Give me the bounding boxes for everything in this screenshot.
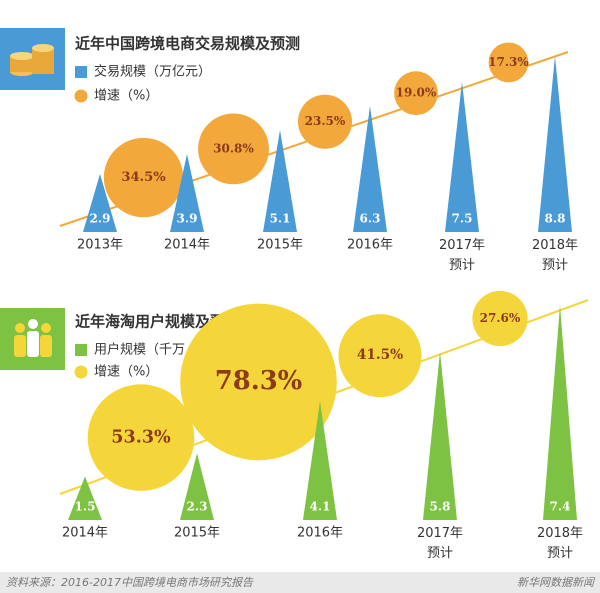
value-label: 6.3 [360,212,381,226]
x-tick-label: 2015年 [257,238,303,253]
legend-label: 用户规模（千万人） [94,342,211,358]
legend-swatch [74,365,88,379]
value-label: 7.4 [550,500,571,514]
triangle-bar [538,56,572,232]
triangle-bar [445,82,479,232]
x-tick-label: 2015年 [174,526,220,541]
x-tick-label: 2017年预计 [439,238,485,273]
value-label: 1.5 [75,500,96,514]
legend-swatch [75,344,87,356]
value-label: 27.6% [480,311,521,325]
growth-bubble [394,71,438,115]
legend-swatch [75,66,87,78]
growth-bubble [180,303,337,461]
x-tick-label: 2014年 [164,238,210,253]
value-label: 7.5 [452,212,473,226]
value-label: 5.8 [430,500,451,514]
chart-title: 近年海淘用户规模及预测 [75,313,240,331]
value-label: 41.5% [357,347,403,363]
value-label: 78.3% [215,366,302,396]
chart-title: 近年中国跨境电商交易规模及预测 [75,35,300,53]
value-label: 5.1 [270,212,291,226]
value-label: 8.8 [545,212,566,226]
footer-source: 资料来源：2016-2017中国跨境电商市场研究报告 [6,576,254,589]
triangle-bar [170,154,204,232]
triangle-bar [303,401,337,520]
triangle-bar [353,106,387,232]
growth-bubble [87,384,195,491]
triangle-bar [83,174,117,232]
x-tick-label: 2018年预计 [537,526,583,561]
value-label: 2.9 [90,212,111,226]
x-tick-label: 2016年 [347,238,393,253]
footer-bar [0,572,600,593]
triangle-bar [68,476,102,520]
x-tick-label: 2014年 [62,526,108,541]
triangle-bar [180,453,214,520]
footer-brand: 新华网数据新闻 [517,576,596,589]
value-label: 53.3% [111,427,171,448]
value-label: 34.5% [121,170,166,185]
legend-label: 增速（%） [94,365,158,380]
legend-swatch [74,89,88,103]
triangle-bar [263,130,297,232]
growth-bubble [198,113,269,185]
legend-label: 交易规模（万亿元） [94,64,211,80]
value-label: 30.8% [213,141,254,155]
value-label: 23.5% [305,114,346,128]
growth-bubble [338,314,422,398]
x-tick-label: 2016年 [297,526,343,541]
x-tick-label: 2013年 [77,238,123,253]
x-tick-label: 2017年预计 [417,526,463,561]
value-label: 4.1 [310,500,331,514]
value-label: 3.9 [177,212,198,226]
triangle-bar [543,305,577,520]
x-tick-label: 2018年预计 [532,238,578,273]
icon-people [0,308,65,370]
triangle-bar [423,351,457,520]
growth-bubble [472,290,528,347]
icon-coins [0,28,65,90]
legend-label: 增速（%） [94,89,158,104]
growth-bubble [103,137,184,218]
growth-bubble [488,42,529,83]
value-label: 2.3 [187,500,208,514]
value-label: 17.3% [488,55,529,69]
growth-bubble [297,94,353,149]
value-label: 19.0% [396,86,437,100]
